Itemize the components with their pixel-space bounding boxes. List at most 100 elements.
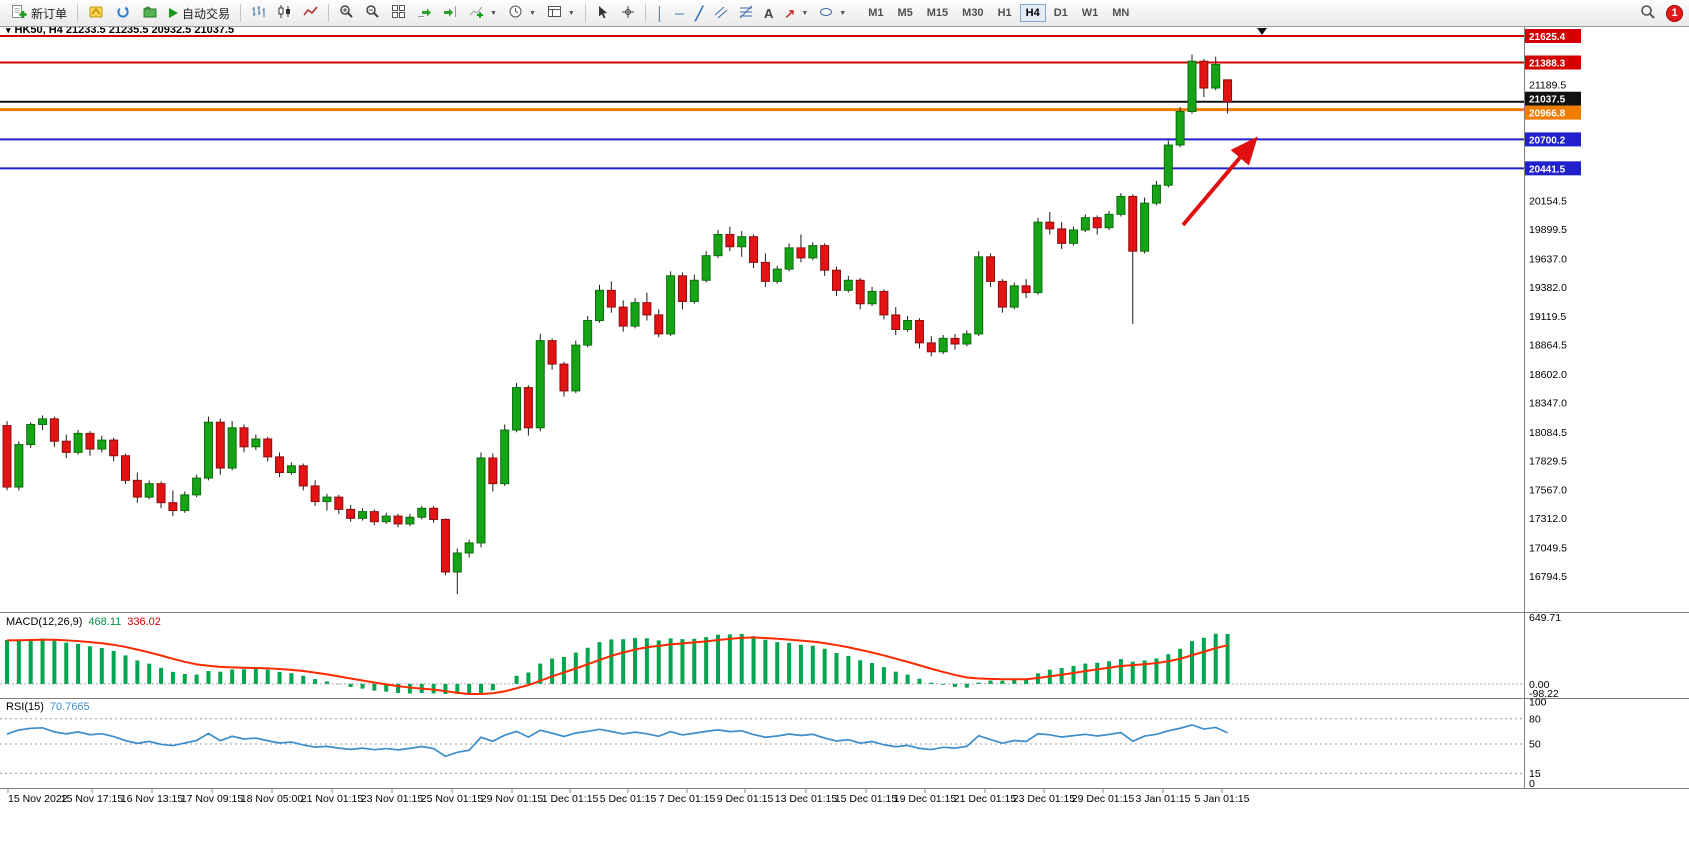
zoom-in-button[interactable] [334,2,359,24]
bar-marker-triangle [1257,28,1267,35]
svg-text:-98.22: -98.22 [1529,688,1559,700]
refresh-button[interactable] [110,2,136,24]
refresh-icon [115,4,131,23]
candlestick-chart-button[interactable] [272,2,297,24]
svg-text:29 Dec 01:15: 29 Dec 01:15 [1072,793,1135,805]
svg-text:21 Dec 01:15: 21 Dec 01:15 [954,793,1017,805]
panel-borders [0,27,1689,789]
tab-timeframe-h1[interactable]: H1 [997,7,1012,19]
metaeditor-icon [88,4,104,23]
svg-text:21388.3: 21388.3 [1529,59,1566,70]
chart-ohlc-header: ▾ HK50, H4 21233.5 21235.5 20932.5 21037.… [6,24,234,36]
svg-text:7 Dec 01:15: 7 Dec 01:15 [659,793,716,805]
arrow-annotation[interactable] [1181,28,1267,227]
fibonacci-button[interactable] [734,2,758,24]
svg-text:17567.0: 17567.0 [1529,485,1567,497]
tab-timeframe-d1[interactable]: D1 [1053,7,1068,19]
toolbar-separator [240,4,242,22]
svg-text:649.71: 649.71 [1529,612,1561,624]
clock-icon [508,4,523,22]
tab-timeframe-h4[interactable]: H4 [1019,4,1046,22]
timeframe-group: M1 M5 M15 M30 H1 H4 D1 W1 MN [862,4,1135,22]
chart-shift-icon [443,4,458,22]
tab-timeframe-w1[interactable]: W1 [1081,7,1099,19]
template-icon [547,4,562,22]
svg-text:21625.4: 21625.4 [1529,32,1566,43]
svg-text:17829.5: 17829.5 [1529,455,1567,467]
candles[interactable] [2,54,1233,595]
new-order-button[interactable]: 新订单 [6,2,72,24]
svg-text:13 Dec 01:15: 13 Dec 01:15 [775,793,838,805]
svg-text:23 Nov 01:15: 23 Nov 01:15 [361,793,424,805]
svg-text:19899.5: 19899.5 [1529,224,1567,236]
tab-timeframe-m1[interactable]: M1 [868,7,884,19]
crosshair-icon [621,5,635,22]
toolbar-separator [328,4,330,22]
horizontal-line-objects[interactable] [0,35,1524,170]
svg-text:20966.8: 20966.8 [1529,109,1566,120]
price-badge [1525,161,1581,176]
auto-trading-button[interactable]: 自动交易 [164,2,235,24]
tile-windows-button[interactable] [386,2,411,24]
chevron-down-icon: ▼ [490,9,497,17]
auto-scroll-button[interactable] [412,2,437,24]
price-badge [1525,29,1581,44]
svg-text:21189.5: 21189.5 [1529,80,1566,92]
toolbar-separator [77,4,79,22]
svg-text:18864.5: 18864.5 [1529,340,1567,352]
svg-text:19 Dec 01:15: 19 Dec 01:15 [894,793,957,805]
tab-timeframe-mn[interactable]: MN [1112,7,1130,19]
tab-timeframe-m15[interactable]: M15 [926,7,949,19]
one-click-trading-toggle[interactable]: ▾ [6,25,11,35]
zoom-out-icon [365,4,380,22]
macd-panel[interactable]: 649.71 0.00-98.22 [0,612,1561,700]
templates-button[interactable]: ▼ [542,2,580,24]
shapes-button[interactable]: ▼ [814,2,851,24]
toolbar: 新订单 自动交易 ▼ ▼ ▼ │ ─ ╱ A ↗ ▼ ▼ [0,0,1689,27]
tab-timeframe-m30[interactable]: M30 [962,7,984,19]
svg-text:18347.0: 18347.0 [1529,397,1567,409]
arrows-button[interactable]: ↗ ▼ [779,2,813,24]
line-chart-button[interactable] [298,2,323,24]
rsi-label: RSI(15) [6,701,44,713]
profiles-button[interactable] [137,2,163,24]
svg-text:15 Nov 17:15: 15 Nov 17:15 [61,793,124,805]
rsi-panel[interactable]: 100 80 50 150 [0,697,1547,791]
auto-scroll-icon [417,4,432,22]
bar-chart-button[interactable] [246,2,271,24]
chart-shift-button[interactable] [438,2,463,24]
channel-button[interactable] [709,2,733,24]
svg-text:20441.5: 20441.5 [1529,164,1566,175]
indicators-button[interactable]: ▼ [464,2,502,24]
notification-badge[interactable]: 1 [1666,4,1683,22]
toolbar-separator [584,4,586,22]
periods-button[interactable]: ▼ [503,2,541,24]
svg-text:9 Dec 01:15: 9 Dec 01:15 [717,793,774,805]
metaeditor-button[interactable] [83,2,109,24]
trendline-icon: ╱ [695,5,704,21]
svg-text:17 Nov 09:15: 17 Nov 09:15 [181,793,244,805]
svg-text:0.00: 0.00 [1529,679,1550,691]
text-button[interactable]: A [759,2,778,24]
price-axis[interactable]: 21189.5 20154.5 19899.5 19637.0 19382.0 19119… [1525,29,1581,583]
indicators-icon [469,4,484,22]
macd-signal-value: 336.02 [127,616,161,628]
tab-timeframe-m5[interactable]: M5 [897,7,913,19]
horizontal-line-button[interactable]: ─ [670,2,689,24]
trendline-button[interactable]: ╱ [690,2,708,24]
search-button[interactable] [1635,2,1661,24]
svg-text:19382.0: 19382.0 [1529,282,1567,294]
price-badge [1525,132,1581,147]
svg-text:29 Nov 01:15: 29 Nov 01:15 [481,793,544,805]
vertical-line-button[interactable]: │ [651,2,669,24]
zoom-out-button[interactable] [360,2,385,24]
cursor-button[interactable] [591,2,615,24]
svg-text:15 Dec 01:15: 15 Dec 01:15 [835,793,898,805]
svg-text:20154.5: 20154.5 [1529,195,1567,207]
macd-indicator-header: MACD(12,26,9) 468.11 336.02 [6,616,161,628]
crosshair-button[interactable] [616,2,640,24]
tile-windows-icon [391,4,406,22]
vertical-line-icon: │ [655,5,664,21]
